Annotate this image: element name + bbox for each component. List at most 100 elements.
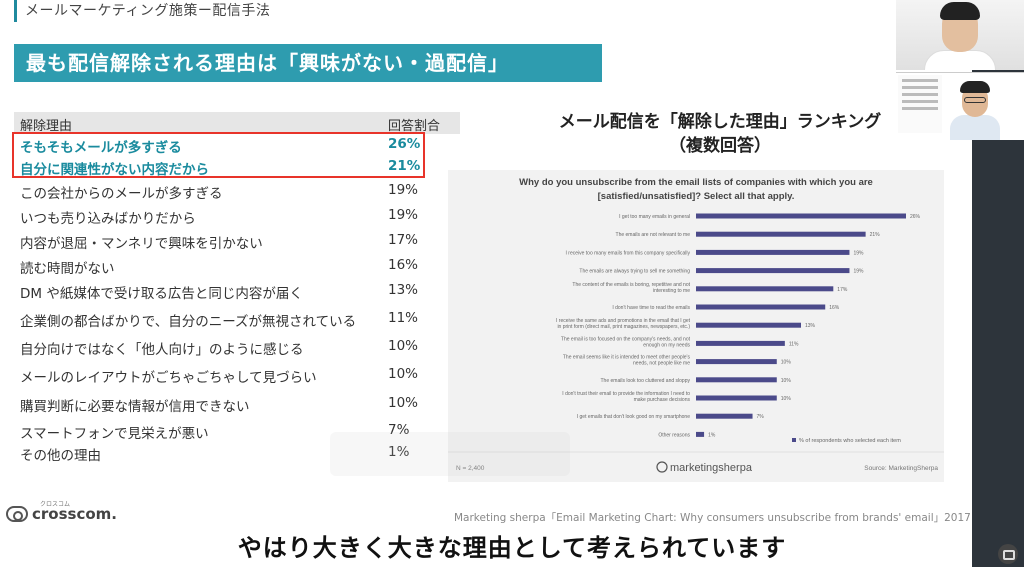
reason-label: いつも売り込みばかりだから xyxy=(20,211,196,227)
reason-rate: 10% xyxy=(388,366,419,382)
table-row: DM や紙媒体で受け取る広告と同じ内容が届く 13% xyxy=(14,280,460,302)
presenter-1-body xyxy=(924,50,996,70)
section-title: メールマーケティング施策ー配信手法 xyxy=(25,3,271,19)
reason-rate: 10% xyxy=(388,395,419,411)
chart-bar xyxy=(696,249,850,255)
chart-value-label: 13% xyxy=(805,323,816,329)
column-rate: 回答割合 xyxy=(388,119,441,134)
chart-bar xyxy=(696,322,801,328)
presenter-1-hair xyxy=(940,2,980,20)
reason-label: 内容が退屈・マンネリで興味を引かない xyxy=(20,236,263,252)
chart-category-label: The content of the emails is boring, rep… xyxy=(572,282,690,294)
chart-value-label: 19% xyxy=(853,250,864,256)
chart-value-label: 19% xyxy=(853,269,864,275)
chart-category-label: I don't have time to read the emails xyxy=(612,305,690,311)
reason-rate: 10% xyxy=(388,338,419,354)
chart-value-label: 1% xyxy=(708,432,716,438)
chart-category-label: Other reasons xyxy=(658,432,690,438)
chart-value-label: 7% xyxy=(757,414,765,420)
chart-bar xyxy=(696,286,834,292)
chart-category-label: I don't trust their email to provide the… xyxy=(562,391,690,403)
ranking-title-line1: メール配信を「解除した理由」ランキング xyxy=(558,112,882,132)
chart-bar xyxy=(696,268,850,274)
crosscom-logo: クロスコム crosscom. xyxy=(6,501,117,523)
unsubscribe-chart: Why do you unsubscribe from the email li… xyxy=(448,170,944,482)
slide: メールマーケティング施策ー配信手法 最も配信解除される理由は「興味がない・過配信… xyxy=(6,0,971,524)
chart-source: Source: MarketingSherpa xyxy=(864,465,938,472)
chart-brand: marketingsherpa xyxy=(670,462,753,474)
table-row: その他の理由 1% xyxy=(14,442,460,464)
table-row: メールのレイアウトがごちゃごちゃして見づらい 10% xyxy=(14,364,460,386)
chart-bar xyxy=(696,431,705,437)
table-header: 解除理由 回答割合 xyxy=(14,112,460,134)
reason-rate: 19% xyxy=(388,182,419,198)
chart-value-label: 26% xyxy=(910,214,921,220)
chart-bar xyxy=(696,413,753,419)
table-row: 企業側の都合ばかりで、自分のニーズが無視されている 11% xyxy=(14,308,460,330)
banner-title: 最も配信解除される理由は「興味がない・過配信」 xyxy=(26,51,509,75)
column-reason: 解除理由 xyxy=(20,119,73,134)
webcam-presenter-2 xyxy=(896,72,1024,140)
chart-value-label: 16% xyxy=(829,305,840,311)
chart-category-label: The emails are always trying to sell me … xyxy=(579,269,690,275)
presenter-2-business-card xyxy=(898,75,942,133)
logo-mark-icon xyxy=(6,506,28,522)
reason-label: メールのレイアウトがごちゃごちゃして見づらい xyxy=(20,370,317,386)
reason-rate: 1% xyxy=(388,444,410,460)
ranking-title-line2: （複数回答） xyxy=(669,136,771,156)
chart-category-label: The emails are not relevant to me xyxy=(616,232,691,238)
chart-value-label: 10% xyxy=(781,378,792,384)
highlight-box xyxy=(12,132,425,178)
reason-rate: 26% xyxy=(388,136,421,152)
chart-bar xyxy=(696,359,777,365)
chart-title-line2: [satisfied/unsatisfied]? Select all that… xyxy=(598,191,795,202)
reason-label: 自分向けではなく「他人向け」のように感じる xyxy=(20,342,304,358)
title-banner: 最も配信解除される理由は「興味がない・過配信」 xyxy=(14,44,602,82)
reason-rate: 11% xyxy=(388,310,419,326)
reason-label: DM や紙媒体で受け取る広告と同じ内容が届く xyxy=(20,286,303,302)
table-row: 自分向けではなく「他人向け」のように感じる 10% xyxy=(14,336,460,358)
chart-category-label: The email is too focused on the company'… xyxy=(561,336,691,348)
webcam-presenter-1 xyxy=(896,0,1024,70)
table-row: そもそもメールが多すぎる 26% xyxy=(14,134,460,156)
presenter-2-hair xyxy=(960,81,990,93)
sherpa-logo-icon xyxy=(656,461,668,473)
reason-rate: 19% xyxy=(388,207,419,223)
video-controls-overlay xyxy=(330,432,570,476)
table-row: いつも売り込みばかりだから 19% xyxy=(14,205,460,227)
chart-svg: Why do you unsubscribe from the email li… xyxy=(448,177,944,474)
chart-category-label: I receive too many emails from this comp… xyxy=(566,250,691,256)
chart-bar xyxy=(696,340,785,346)
chart-title-line1: Why do you unsubscribe from the email li… xyxy=(519,177,873,188)
chart-bar xyxy=(696,304,826,310)
reason-rate: 7% xyxy=(388,422,410,438)
chart-category-label: I get too many emails in general xyxy=(619,214,690,220)
reason-label: 企業側の都合ばかりで、自分のニーズが無視されている xyxy=(20,314,357,330)
chart-legend-label: % of respondents who selected each item xyxy=(799,438,901,444)
reason-label: 自分に関連性がない内容だから xyxy=(20,162,209,178)
logo-name: crosscom. xyxy=(32,505,117,523)
reason-label: この会社からのメールが多すぎる xyxy=(20,186,223,202)
chart-bar xyxy=(696,213,906,219)
chart-value-label: 10% xyxy=(781,396,792,402)
chart-n-label: N = 2,400 xyxy=(456,465,485,472)
chart-category-label: The emails look too cluttered and sloppy xyxy=(601,378,691,384)
reason-label: スマートフォンで見栄えが悪い xyxy=(20,426,209,442)
chart-bar xyxy=(696,231,866,237)
table-row: 購買判断に必要な情報が信用できない 10% xyxy=(14,393,460,415)
reason-rate: 17% xyxy=(388,232,419,248)
chart-value-label: 21% xyxy=(870,232,881,238)
caption-toggle-icon[interactable] xyxy=(998,544,1018,564)
presenter-2-body xyxy=(950,115,1000,140)
table-row: 内容が退屈・マンネリで興味を引かない 17% xyxy=(14,230,460,252)
table-row: 自分に関連性がない内容だから 21% xyxy=(14,156,460,178)
presenter-2-glasses xyxy=(964,97,986,103)
chart-category-label: I get emails that don't look good on my … xyxy=(577,414,690,420)
ranking-title: メール配信を「解除した理由」ランキング （複数回答） xyxy=(520,110,920,158)
chart-legend-swatch xyxy=(792,438,796,442)
logo-kana: クロスコム xyxy=(40,501,71,508)
reason-rate: 13% xyxy=(388,282,419,298)
reason-label: そもそもメールが多すぎる xyxy=(20,140,182,156)
chart-category-label: I receive the same ads and promotions in… xyxy=(556,318,691,330)
source-caption: Marketing sherpa「Email Marketing Chart: … xyxy=(454,512,971,524)
